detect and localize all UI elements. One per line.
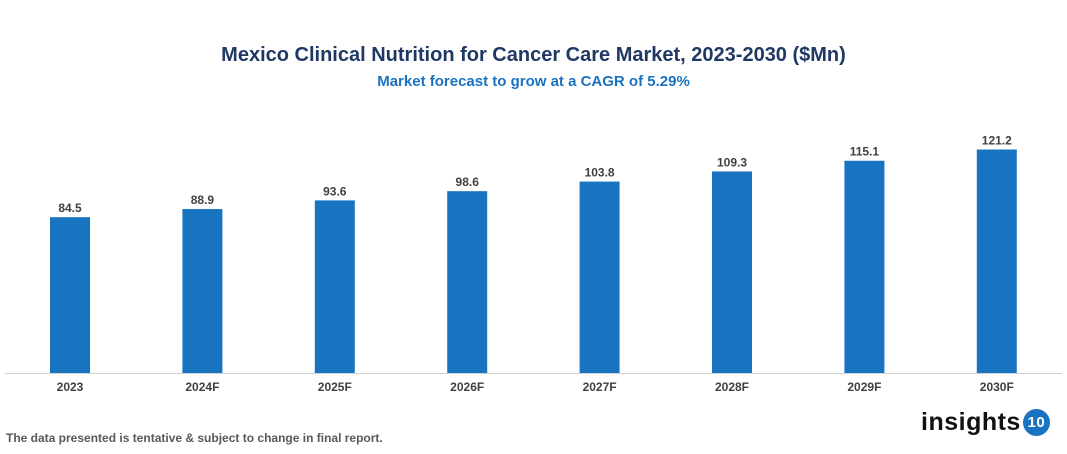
chart-subtitle: Market forecast to grow at a CAGR of 5.2… [377, 73, 690, 90]
bar-chart: 84.5 2023 88.9 2024F 93.6 2025F 98.6 2026F 103.8… [5, 134, 1062, 394]
data-label: 109.3 [717, 155, 747, 169]
data-label: 84.5 [58, 201, 82, 215]
logo-text: insights [921, 408, 1021, 436]
data-label: 103.8 [585, 166, 615, 180]
insights10-logo: insights 10 [921, 408, 1050, 437]
x-tick-label: 2027F [583, 380, 617, 394]
disclaimer-note: The data presented is tentative & subjec… [6, 431, 383, 445]
data-label: 93.6 [323, 184, 347, 198]
x-tick-label: 2023 [57, 380, 84, 394]
chart-title: Mexico Clinical Nutrition for Cancer Car… [221, 44, 846, 66]
x-tick-label: 2030F [980, 380, 1014, 394]
data-label: 115.1 [850, 145, 880, 159]
bar [579, 181, 620, 373]
bar [976, 149, 1017, 373]
bar [50, 217, 90, 373]
logo-number-badge: 10 [1022, 409, 1050, 436]
bar [712, 171, 752, 373]
data-label: 88.9 [191, 193, 215, 207]
bar [844, 160, 885, 373]
data-label: 121.2 [982, 134, 1012, 148]
x-tick-label: 2024F [185, 380, 219, 394]
bar [314, 200, 355, 373]
x-tick-label: 2025F [318, 380, 352, 394]
bar [447, 191, 488, 373]
x-tick-label: 2029F [847, 380, 881, 394]
x-tick-label: 2026F [450, 380, 484, 394]
data-label: 98.6 [456, 175, 480, 189]
x-tick-label: 2028F [715, 380, 749, 394]
bar [182, 209, 223, 373]
